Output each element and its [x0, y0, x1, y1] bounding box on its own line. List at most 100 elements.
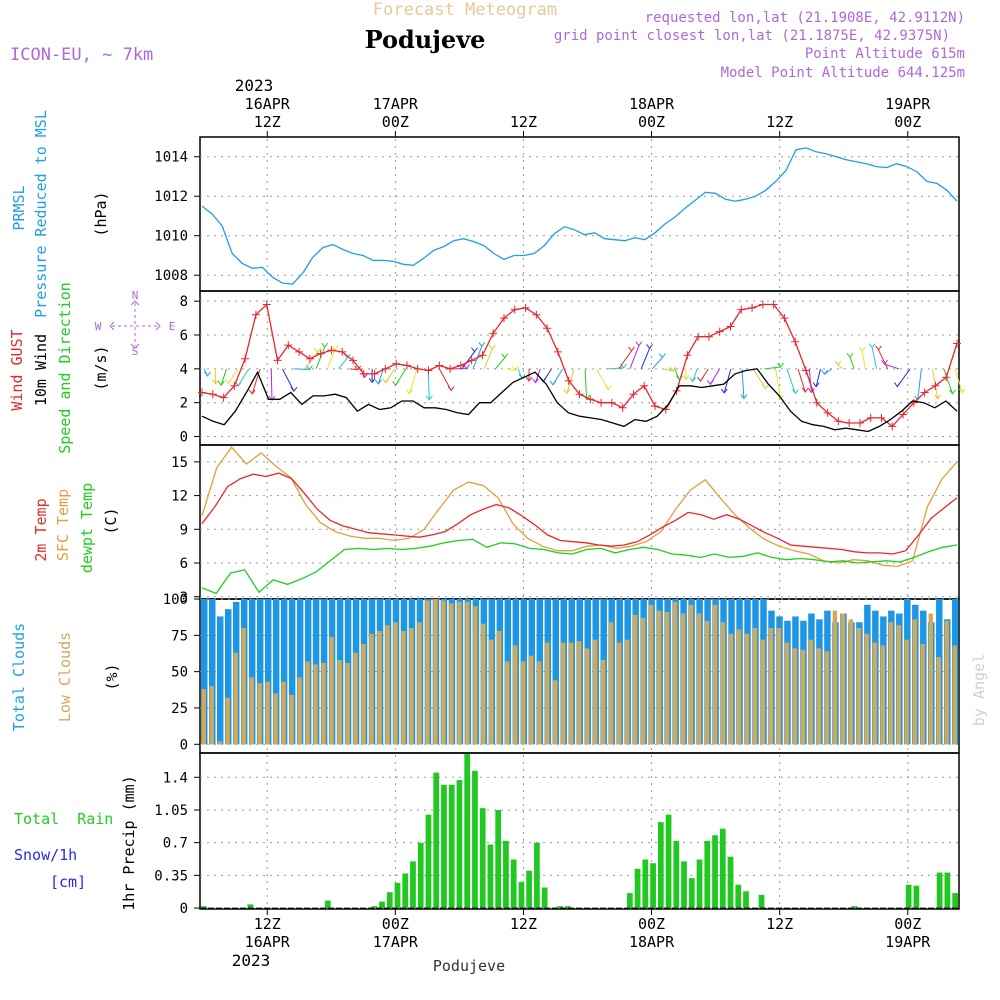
wind-arrow-13 — [349, 368, 358, 371]
ytick-label-2-4: 15 — [171, 455, 188, 471]
wind-arrow-55 — [815, 368, 821, 387]
low-cloud-bar-13 — [305, 661, 310, 745]
wind-arrow-2 — [220, 368, 227, 386]
ytick-label-3-0: 0 — [180, 737, 188, 753]
pressure-label-prmsl: PRMSL — [10, 185, 28, 230]
rain-bar-65 — [704, 840, 711, 909]
top-day-3: 18APR — [629, 95, 675, 113]
wind-arrowhead-27 — [511, 366, 519, 372]
rain-bar-44 — [541, 887, 548, 909]
precip-label-rain: Total Rain — [14, 810, 113, 828]
wind-arrowhead-52 — [791, 389, 799, 395]
low-cloud-bar-2 — [217, 741, 222, 745]
wind-arrowhead-54 — [808, 388, 815, 394]
low-cloud-bar-62 — [696, 613, 702, 745]
gust-marker-4 — [241, 354, 250, 363]
rain-bar-61 — [673, 840, 680, 909]
wind-arrow-10 — [315, 346, 326, 370]
wind-arrowhead-25 — [488, 344, 496, 350]
rain-bar-60 — [665, 814, 672, 909]
gust-marker-16 — [370, 369, 379, 378]
pressure-panel-frame — [199, 136, 960, 292]
wind-arrow-52 — [786, 368, 796, 394]
wind-arrowhead-56 — [821, 369, 828, 376]
low-cloud-bar-87 — [896, 625, 901, 745]
low-cloud-bar-29 — [433, 599, 438, 745]
rain-bar-38 — [495, 809, 502, 909]
low-cloud-bar-63 — [704, 620, 710, 745]
rain-bar-84 — [851, 906, 858, 909]
low-cloud-bar-89 — [912, 619, 917, 745]
ytick-label-3-2: 50 — [171, 665, 188, 681]
wind-arrowhead-35 — [604, 385, 612, 391]
low-cloud-bar-83 — [864, 633, 870, 745]
gust-marker-22 — [435, 361, 444, 370]
gust-marker-32 — [543, 324, 552, 333]
wind-arrowhead-7 — [290, 386, 298, 392]
low-cloud-bar-26 — [409, 628, 414, 745]
total-cloud-bar-9 — [272, 599, 280, 745]
wind-arrow-38 — [629, 345, 640, 370]
rain-bar-29 — [425, 814, 432, 909]
wind-arrowhead-46 — [706, 379, 714, 386]
rain-bar-0 — [201, 906, 207, 909]
wind-arrowhead-11 — [331, 345, 339, 351]
low-cloud-bar-70 — [760, 639, 766, 745]
low-cloud-bar-24 — [393, 622, 398, 745]
low-cloud-bar-49 — [592, 639, 598, 745]
bottom-day-1: 17APR — [373, 933, 419, 951]
bottom-hour-3: 00Z — [638, 915, 665, 933]
top-day-1: 17APR — [373, 95, 419, 113]
low-cloud-bar-4 — [233, 652, 238, 745]
low-cloud-bar-75 — [800, 649, 806, 745]
temp-label-dewpt: dewpt Temp — [78, 483, 96, 573]
bottom-day-5: 19APR — [885, 933, 931, 951]
model-altitude: Model Point Altitude 644.125m — [721, 65, 965, 81]
wind-arrow-58 — [849, 357, 855, 370]
2m-temp-line — [201, 472, 958, 555]
ytick-label-2-3: 12 — [171, 489, 188, 505]
pressure-unit: (hPa) — [92, 191, 110, 236]
wind-arrow-6 — [270, 368, 273, 401]
gust-marker-34 — [564, 376, 573, 385]
total-cloud-bar-1 — [208, 599, 216, 745]
low-cloud-bar-65 — [720, 622, 726, 745]
low-cloud-bar-27 — [417, 622, 422, 745]
wind-arrow-53 — [797, 368, 806, 393]
low-cloud-bar-51 — [608, 622, 614, 745]
top-hour-1: 00Z — [382, 113, 409, 131]
precip-panel-frame — [199, 752, 960, 910]
wind-arrowhead-15 — [368, 378, 376, 384]
wind-arrow-51 — [775, 368, 782, 399]
low-cloud-bar-40 — [521, 661, 526, 745]
requested-coords: requested lon,lat (21.1908E, 42.9112N) — [645, 10, 965, 26]
wind-arrowhead-12 — [343, 353, 351, 359]
low-cloud-bar-71 — [768, 628, 774, 745]
low-cloud-bar-59 — [672, 601, 678, 745]
wind-arrow-7 — [282, 368, 295, 392]
wind-arrowhead-1 — [212, 379, 219, 385]
wind-arrowhead-21 — [447, 386, 455, 392]
total-cloud-bar-11 — [288, 599, 296, 745]
wind-arrowhead-39 — [646, 344, 653, 350]
gust-marker-11 — [316, 349, 325, 358]
gust-marker-39 — [618, 403, 627, 412]
gust-marker-65 — [899, 410, 908, 419]
low-cloud-bar-69 — [752, 628, 758, 745]
wind-arrowhead-20 — [425, 395, 433, 401]
compass-e: E — [169, 320, 176, 333]
wind-arrowhead-66 — [949, 389, 956, 395]
wind-arrow-34 — [584, 368, 588, 400]
precip-unit: 1hr Precip (mm) — [120, 775, 138, 910]
clouds-label-low: Low Clouds — [56, 632, 74, 722]
low-cloud-bar-3 — [225, 697, 230, 745]
rain-bar-32 — [448, 784, 455, 909]
wind-label-speed-dir: Speed and Direction — [56, 282, 74, 454]
low-cloud-bar-88 — [904, 639, 909, 745]
low-cloud-bar-15 — [321, 662, 326, 745]
low-cloud-bar-76 — [808, 639, 814, 745]
wind-arrowhead-57 — [834, 360, 842, 366]
precip-labels: Total Rain Snow/1h [cm] 1hr Precip (mm) — [14, 775, 138, 910]
gust-marker-59 — [834, 417, 843, 426]
